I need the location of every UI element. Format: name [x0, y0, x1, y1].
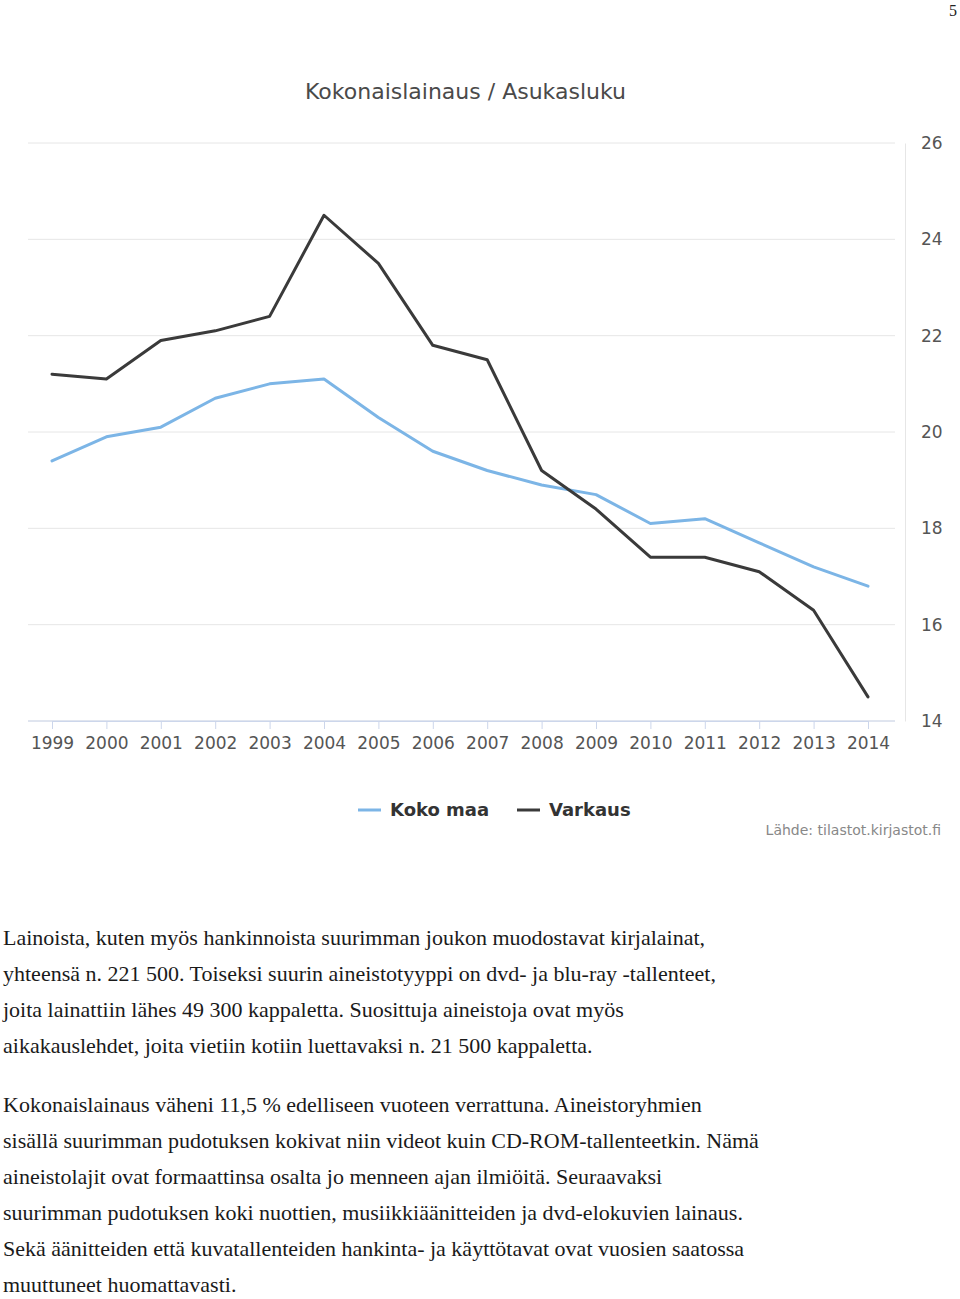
x-tick: 2000 — [85, 721, 128, 753]
x-tick-label: 2011 — [684, 733, 727, 753]
legend-label: Varkaus — [549, 799, 631, 820]
y-tick: 18 — [905, 518, 943, 538]
x-tick: 2008 — [520, 721, 563, 753]
legend-label: Koko maa — [390, 799, 489, 820]
y-tick: 22 — [905, 326, 943, 346]
y-tick-label: 22 — [921, 326, 943, 346]
x-tick-label: 2004 — [303, 733, 346, 753]
x-tick: 2007 — [466, 721, 509, 753]
text-line: muuttuneet huomattavasti. — [3, 1272, 236, 1297]
x-tick-mark — [487, 721, 488, 729]
chart-title: Kokonaislainaus / Asukasluku — [305, 79, 626, 104]
x-tick: 1999 — [31, 721, 74, 753]
series-line — [52, 379, 868, 586]
text-line: Lainoista, kuten myös hankinnoista suuri… — [3, 925, 705, 950]
x-tick-label: 2008 — [520, 733, 563, 753]
x-tick-label: 2014 — [847, 733, 890, 753]
grid — [28, 143, 895, 721]
y-tick-label: 20 — [921, 422, 943, 442]
x-axis: 1999 2000 2001 2002 2003 2004 2005 2006 2007 2008… — [31, 721, 890, 753]
text-line: Kokonaislainaus väheni 11,5 % edelliseen… — [3, 1092, 702, 1117]
x-tick-mark — [433, 721, 434, 729]
y-tick-label: 24 — [921, 229, 943, 249]
plot-area — [52, 215, 868, 697]
text-line: suurimman pudotuksen koki nuottien, musi… — [3, 1200, 743, 1225]
body-text: Lainoista, kuten myös hankinnoista suuri… — [2, 925, 759, 1297]
page: 5 Kokonaislainaus / Asukasluku 14 16 18 20 22 2… — [0, 0, 960, 1299]
x-tick-label: 2010 — [629, 733, 672, 753]
x-tick-label: 2005 — [357, 733, 400, 753]
x-tick-mark — [705, 721, 706, 729]
x-axis-line — [53, 721, 869, 722]
source: Lähde: tilastot.kirjastot.fi — [766, 822, 941, 838]
y-tick: 20 — [905, 422, 943, 442]
x-tick: 2014 — [847, 721, 890, 753]
x-tick-mark — [52, 721, 53, 729]
legend-swatch — [517, 809, 540, 812]
x-tick-mark — [542, 721, 543, 729]
text-line: Sekä äänitteiden että kuvatallenteiden h… — [3, 1236, 744, 1261]
x-tick: 2012 — [738, 721, 781, 753]
y-tick: 26 — [905, 133, 943, 153]
text-line: sisällä suurimman pudotuksen kokivat nii… — [3, 1128, 759, 1153]
x-tick-label: 2007 — [466, 733, 509, 753]
x-tick: 2013 — [792, 721, 835, 753]
x-tick-label: 2002 — [194, 733, 237, 753]
x-tick: 2003 — [248, 721, 291, 753]
x-tick-mark — [270, 721, 271, 729]
y-tick: 14 — [905, 711, 943, 731]
x-tick-label: 2009 — [575, 733, 618, 753]
y-tick: 16 — [905, 615, 943, 635]
x-tick: 2010 — [629, 721, 672, 753]
y-tick-label: 14 — [921, 711, 943, 731]
x-tick: 2001 — [140, 721, 183, 753]
x-tick-mark — [596, 721, 597, 729]
x-tick-mark — [161, 721, 162, 729]
x-tick-mark — [814, 721, 815, 729]
x-tick-mark — [378, 721, 379, 729]
grid-line — [28, 432, 895, 433]
text-line: aineistolajit ovat formaattinsa osalta j… — [3, 1164, 662, 1189]
x-tick-label: 2012 — [738, 733, 781, 753]
x-tick: 2004 — [303, 721, 346, 753]
y-axis-line — [905, 144, 906, 722]
y-tick-label: 16 — [921, 615, 943, 635]
x-tick-label: 1999 — [31, 733, 74, 753]
grid-line — [28, 143, 895, 144]
x-tick: 2009 — [575, 721, 618, 753]
y-tick-label: 26 — [921, 133, 943, 153]
x-tick-mark — [215, 721, 216, 729]
y-tick: 24 — [905, 229, 943, 249]
grid-line — [28, 721, 895, 722]
x-tick-mark — [324, 721, 325, 729]
x-tick-label: 2001 — [140, 733, 183, 753]
grid-line — [28, 624, 895, 625]
x-tick-label: 2013 — [792, 733, 835, 753]
text-line: aikakauslehdet, joita vietiin kotiin lue… — [3, 1033, 593, 1058]
x-tick-mark — [759, 721, 760, 729]
x-baseline — [28, 721, 895, 722]
y-tick-label: 18 — [921, 518, 943, 538]
grid-line — [28, 335, 895, 336]
x-tick: 2006 — [412, 721, 455, 753]
text-line: joita lainattiin lähes 49 300 kappaletta… — [2, 997, 624, 1022]
legend: Koko maa Varkaus — [358, 799, 631, 820]
page-number: 5 — [949, 2, 957, 19]
x-tick-mark — [106, 721, 107, 729]
legend-swatch — [358, 809, 381, 812]
grid-line — [28, 239, 895, 240]
text-line: yhteensä n. 221 500. Toiseksi suurin ain… — [3, 961, 716, 986]
x-tick-label: 2006 — [412, 733, 455, 753]
series-line — [52, 215, 868, 697]
x-tick-label: 2003 — [248, 733, 291, 753]
x-tick-mark — [650, 721, 651, 729]
x-tick: 2011 — [684, 721, 727, 753]
y-axis: 14 16 18 20 22 24 26 — [905, 133, 943, 731]
grid-line — [28, 528, 895, 529]
x-tick-mark — [868, 721, 869, 729]
x-tick: 2002 — [194, 721, 237, 753]
x-tick-label: 2000 — [85, 733, 128, 753]
x-tick: 2005 — [357, 721, 400, 753]
